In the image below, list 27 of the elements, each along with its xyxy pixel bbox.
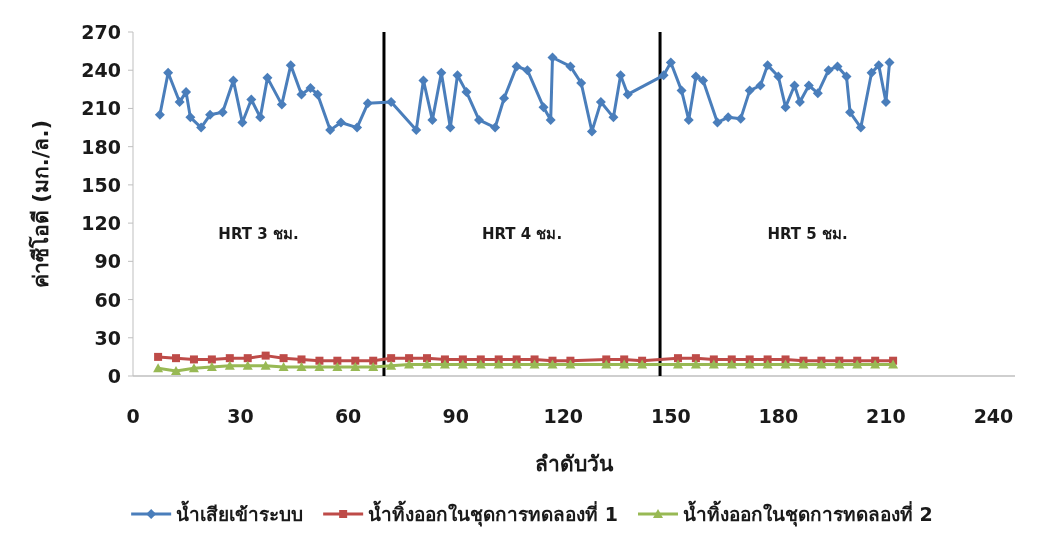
y-tick-label: 180 xyxy=(81,135,121,158)
legend-label: น้ำทิ้งออกในชุดการทดลองที่ 1 xyxy=(368,500,618,527)
y-tick-label: 60 xyxy=(94,288,121,311)
x-tick-label: 90 xyxy=(442,405,469,427)
annotation: HRT 4 ชม. xyxy=(481,225,563,243)
x-axis-title: ลำดับวัน xyxy=(535,452,614,476)
x-tick-label: 210 xyxy=(866,405,906,427)
annotation: HRT 3 ชม. xyxy=(218,225,299,243)
legend-label: น้ำทิ้งออกในชุดการทดลองที่ 2 xyxy=(683,500,933,527)
y-tick-label: 210 xyxy=(81,97,121,120)
x-tick-label: 0 xyxy=(126,405,140,427)
annotation: HRT 5 ชม. xyxy=(767,225,848,243)
legend-label: น้ำเสียเข้าระบบ xyxy=(176,500,304,525)
y-tick-label: 270 xyxy=(81,21,121,43)
y-tick-label: 240 xyxy=(81,59,121,82)
x-tick-label: 240 xyxy=(973,405,1014,427)
y-tick-label: 150 xyxy=(81,173,121,196)
y-axis-title: ค่าซีโอดี (มก./ล.) xyxy=(28,119,53,289)
y-tick-label: 90 xyxy=(94,250,121,273)
x-tick-label: 150 xyxy=(650,405,691,427)
x-tick-label: 120 xyxy=(543,405,584,427)
x-tick-label: 60 xyxy=(334,405,362,427)
y-tick-label: 30 xyxy=(94,326,121,349)
y-tick-label: 0 xyxy=(107,365,121,387)
y-tick-label: 120 xyxy=(81,212,121,235)
x-tick-label: 30 xyxy=(227,405,254,427)
x-tick-label: 180 xyxy=(758,405,799,427)
